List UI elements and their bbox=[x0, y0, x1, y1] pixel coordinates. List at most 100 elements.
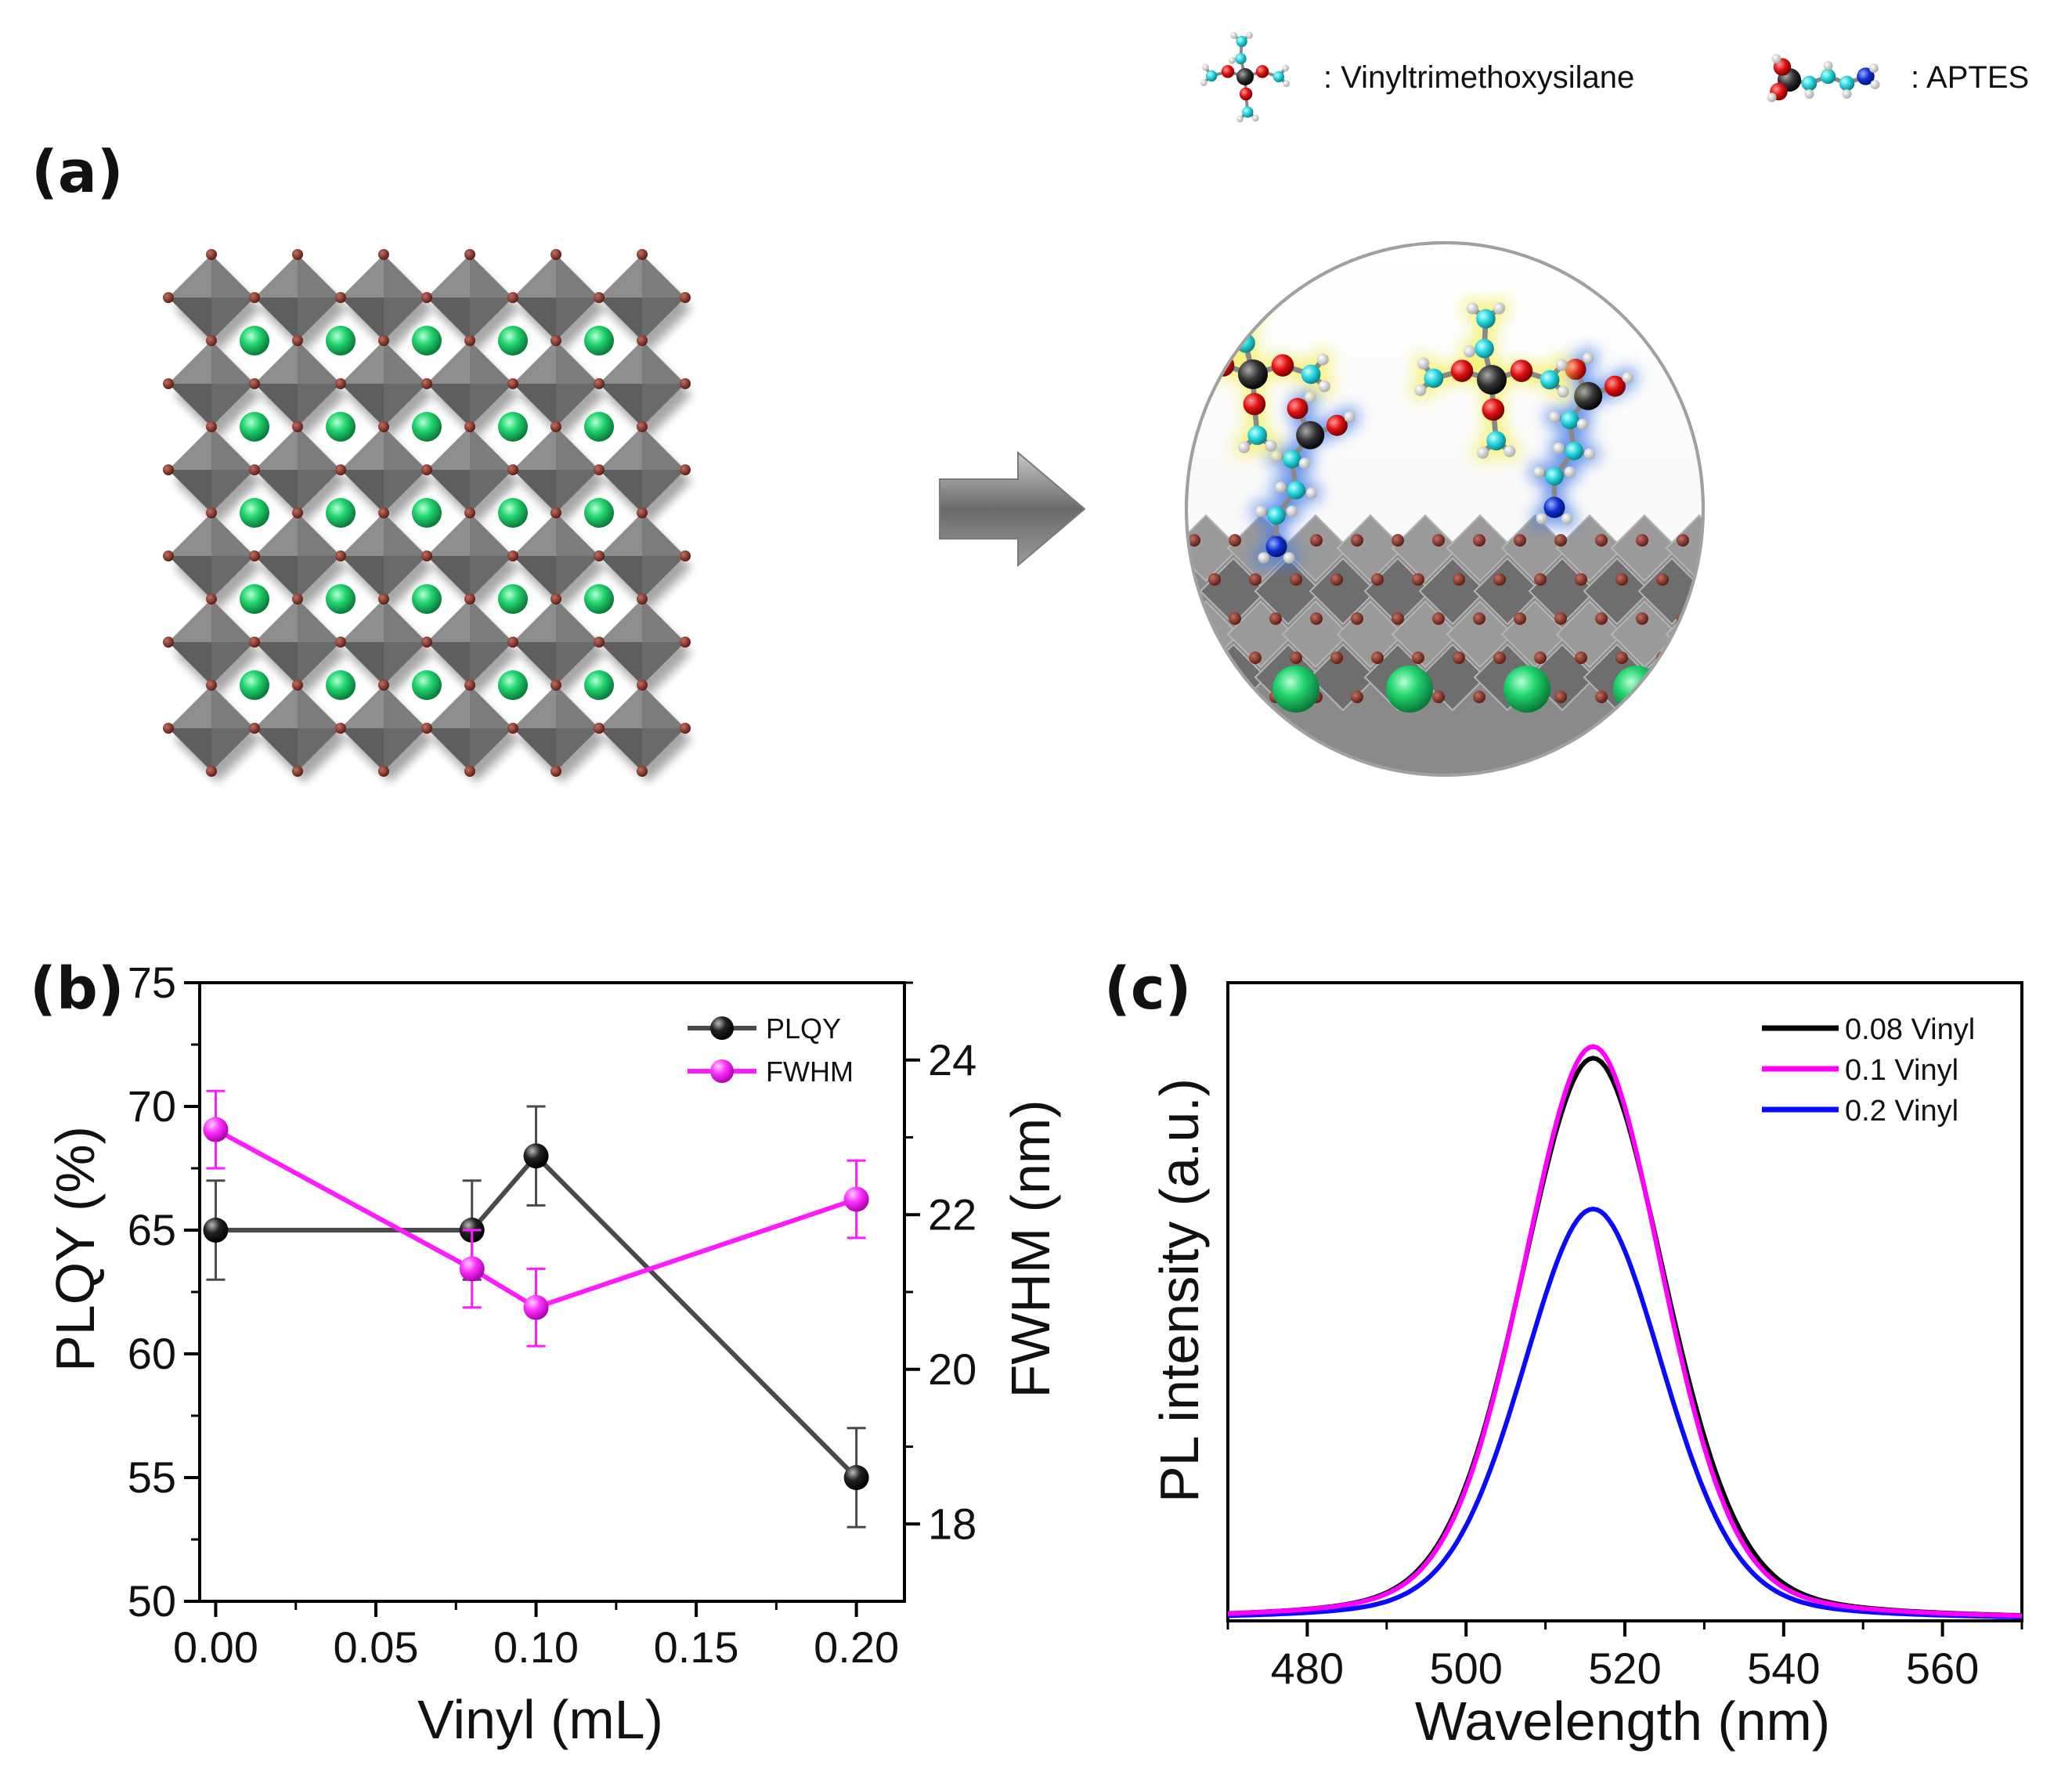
octahedron-face bbox=[211, 341, 254, 384]
legend-label: 0.08 Vinyl bbox=[1845, 1013, 1975, 1046]
glow-segment bbox=[1692, 370, 1703, 402]
octahedron-face bbox=[168, 642, 211, 685]
atom bbox=[1238, 441, 1251, 453]
atom bbox=[1463, 345, 1476, 358]
surface-halide bbox=[1432, 534, 1445, 547]
surface-halide bbox=[1310, 534, 1323, 547]
atom bbox=[1733, 361, 1756, 384]
bond bbox=[1835, 417, 1861, 428]
atom bbox=[1227, 297, 1240, 309]
cation-atom bbox=[498, 498, 528, 528]
glow-segment bbox=[1223, 293, 1257, 323]
octahedron-face bbox=[341, 685, 384, 728]
glow-segment bbox=[1767, 320, 1768, 350]
bond bbox=[1832, 366, 1843, 381]
octahedron-face bbox=[298, 513, 341, 556]
halide-atom bbox=[550, 249, 561, 260]
halide-atom bbox=[464, 766, 475, 777]
octahedron-face bbox=[211, 642, 254, 685]
surface-halide bbox=[1493, 573, 1506, 586]
surface-halide bbox=[1534, 573, 1547, 586]
surface-halide bbox=[1595, 612, 1608, 625]
surface-halide bbox=[1717, 534, 1730, 547]
halide-atom bbox=[163, 292, 174, 303]
octahedron bbox=[254, 685, 341, 771]
atom bbox=[1811, 498, 1822, 509]
octahedron bbox=[254, 599, 341, 685]
surface-halide bbox=[1392, 534, 1404, 547]
bond bbox=[1775, 411, 1778, 442]
atom bbox=[1186, 352, 1191, 364]
atom bbox=[1205, 70, 1218, 82]
octahedron-face bbox=[470, 556, 513, 599]
surface-halide bbox=[1697, 573, 1703, 586]
octahedron-face bbox=[384, 556, 427, 599]
surface-halide bbox=[1575, 573, 1587, 586]
octahedron-face bbox=[642, 642, 685, 685]
surface-zoom-bubble bbox=[1185, 241, 1861, 777]
octahedron bbox=[168, 254, 254, 341]
octahedron-face bbox=[556, 685, 599, 728]
atom bbox=[1301, 364, 1321, 384]
halide-atom bbox=[464, 507, 475, 518]
halide-atom bbox=[464, 335, 475, 346]
atom bbox=[1561, 410, 1579, 430]
bond bbox=[1817, 451, 1829, 455]
atom bbox=[1229, 56, 1236, 64]
surface-octahedron bbox=[1309, 557, 1377, 626]
atom bbox=[1555, 359, 1568, 371]
octahedron-face bbox=[427, 341, 470, 384]
octahedron bbox=[427, 341, 513, 427]
y2-tick-label: 24 bbox=[928, 1035, 976, 1084]
halide-atom bbox=[421, 464, 432, 475]
bond bbox=[1716, 373, 1744, 381]
bond bbox=[1767, 350, 1774, 381]
surface-cation bbox=[1272, 666, 1319, 713]
aptes-ligand bbox=[1529, 348, 1637, 529]
atom bbox=[1706, 370, 1726, 390]
octahedron bbox=[599, 254, 685, 341]
halide-atom bbox=[421, 378, 432, 389]
cation-atom bbox=[584, 412, 614, 442]
octahedron-face bbox=[341, 470, 384, 513]
octahedron-face bbox=[642, 470, 685, 513]
halide-atom bbox=[680, 378, 691, 389]
point-plqy bbox=[203, 1218, 229, 1243]
octahedron-face bbox=[298, 599, 341, 642]
bond bbox=[1774, 381, 1775, 411]
octahedron-face bbox=[298, 642, 341, 685]
atom bbox=[1561, 513, 1573, 525]
octahedron-face bbox=[298, 298, 341, 341]
point-fwhm bbox=[523, 1294, 549, 1320]
point-fwhm bbox=[459, 1256, 485, 1282]
surface-halide bbox=[1249, 573, 1262, 586]
surface-halide bbox=[1351, 691, 1363, 703]
chart-pl-spectra: 480 500 520 540 560 0.08 Vinyl 0.1 Vinyl 0.2 Vi… bbox=[1226, 981, 2023, 1693]
atom bbox=[1768, 433, 1788, 453]
legend-marker bbox=[710, 1016, 734, 1040]
cation-atom bbox=[412, 584, 442, 614]
atom bbox=[1548, 411, 1561, 423]
atom bbox=[1265, 439, 1277, 452]
octahedron-face bbox=[513, 556, 556, 599]
octahedron-face bbox=[341, 384, 384, 427]
octahedron-face bbox=[168, 298, 211, 341]
atom bbox=[1758, 311, 1778, 330]
surface-halide bbox=[1392, 612, 1404, 625]
glow-segment bbox=[1817, 428, 1835, 452]
octahedron-face bbox=[341, 298, 384, 341]
surface-halide bbox=[1473, 612, 1485, 625]
halide-atom bbox=[680, 637, 691, 648]
atom bbox=[1780, 498, 1791, 509]
octahedron-face bbox=[427, 599, 470, 642]
surface-halide bbox=[1554, 691, 1567, 703]
octahedron-face bbox=[211, 254, 254, 298]
octahedron bbox=[599, 685, 685, 771]
octahedron-face bbox=[599, 298, 642, 341]
atom bbox=[1417, 357, 1430, 370]
bond bbox=[1230, 300, 1250, 316]
spectrum-line bbox=[1227, 1044, 2023, 1619]
atom bbox=[1583, 448, 1596, 460]
octahedron-face bbox=[298, 470, 341, 513]
